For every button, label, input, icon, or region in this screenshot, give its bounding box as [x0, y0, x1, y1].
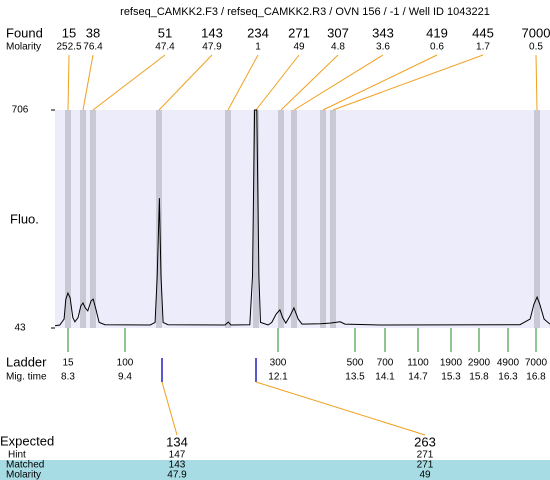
peak-connector [158, 54, 213, 111]
ladder-size: 4900 [497, 358, 520, 369]
matched-molarity: 49 [419, 470, 431, 480]
peak-band [253, 110, 259, 328]
found-size: 38 [86, 25, 100, 40]
plot-area [55, 110, 550, 328]
ladder-time: 14.1 [375, 372, 395, 383]
peak-band [65, 110, 71, 328]
ladder-size: 1900 [440, 358, 463, 369]
peak-band [291, 110, 297, 328]
mig-time-label: Mig. time [6, 372, 47, 383]
found-size: 15 [62, 25, 76, 40]
ladder-time: 16.8 [526, 372, 546, 383]
peak-band [80, 110, 86, 328]
found-size: 7000 [522, 25, 550, 40]
found-molarity: 47.4 [155, 42, 175, 53]
ladder-time: 16.3 [498, 372, 518, 383]
hint-size: 271 [417, 450, 434, 461]
peak-connector [280, 54, 339, 111]
hint-label: Hint [8, 450, 26, 461]
ladder-size: 300 [270, 358, 287, 369]
ladder-size: 700 [377, 358, 394, 369]
matched-size: 143 [169, 460, 186, 471]
peak-connector [92, 54, 166, 111]
y-axis-label: Fluo. [10, 211, 39, 226]
matched-molarity: 47.9 [167, 470, 187, 480]
molarity-row-label: Molarity [6, 470, 41, 480]
found-molarity: 0.6 [430, 42, 444, 53]
peak-band [225, 110, 231, 328]
molarity-label: Molarity [6, 42, 41, 53]
ladder-label: Ladder [6, 354, 47, 369]
peak-band [534, 110, 540, 328]
found-size: 445 [472, 25, 494, 40]
ladder-time: 12.1 [268, 372, 288, 383]
peak-band [278, 110, 284, 328]
hint-size: 147 [169, 450, 186, 461]
found-molarity: 76.4 [83, 42, 103, 53]
found-molarity: 3.6 [376, 42, 390, 53]
peak-band [90, 110, 96, 328]
ladder-time: 15.3 [441, 372, 461, 383]
peak-connector [322, 54, 438, 111]
found-size: 419 [426, 25, 448, 40]
matched-highlight [0, 460, 550, 480]
peak-connector [535, 54, 538, 111]
found-molarity: 1.7 [476, 42, 490, 53]
found-molarity: 252.5 [56, 42, 81, 53]
ladder-size: 7000 [525, 358, 548, 369]
matched-label: Matched [6, 460, 44, 471]
ladder-size: 100 [117, 358, 134, 369]
found-molarity: 4.8 [331, 42, 345, 53]
peak-connector [293, 54, 384, 111]
ladder-size: 1100 [407, 358, 429, 369]
found-size: 271 [288, 25, 310, 40]
matched-size: 271 [417, 460, 434, 471]
found-molarity: 0.5 [529, 42, 543, 53]
y-tick-label: 43 [14, 323, 26, 334]
expected-size: 134 [166, 434, 188, 449]
peak-connector [332, 54, 484, 111]
peak-connector [255, 54, 300, 111]
trace [54, 109, 550, 327]
peak-connector [227, 54, 259, 111]
ladder-size: 500 [347, 358, 364, 369]
found-molarity: 1 [255, 42, 261, 53]
ladder-time: 13.5 [345, 372, 365, 383]
ladder-time: 9.4 [118, 372, 132, 383]
y-tick-label: 706 [12, 105, 29, 116]
found-molarity: 49 [293, 42, 305, 53]
found-size: 307 [327, 25, 349, 40]
ladder-size: 15 [62, 358, 74, 369]
ladder-time: 8.3 [61, 372, 75, 383]
ladder-time: 15.8 [469, 372, 489, 383]
ladder-time: 14.7 [408, 372, 428, 383]
chart-title: refseq_CAMKK2.F3 / refseq_CAMKK2.R3 / OV… [120, 6, 490, 18]
found-size: 51 [158, 25, 172, 40]
peak-connector [82, 54, 94, 111]
peak-band [320, 110, 326, 328]
found-size: 343 [372, 25, 394, 40]
expected-connector [161, 381, 178, 436]
found-size: 143 [201, 25, 223, 40]
ladder-size: 2900 [468, 358, 491, 369]
expected-connector [255, 381, 426, 436]
found-label: Found [6, 25, 43, 40]
peak-connector [67, 54, 70, 111]
expected-label: Expected [0, 433, 54, 448]
expected-size: 263 [414, 434, 436, 449]
peak-band [330, 110, 336, 328]
found-molarity: 47.9 [202, 42, 222, 53]
found-size: 234 [247, 25, 269, 40]
